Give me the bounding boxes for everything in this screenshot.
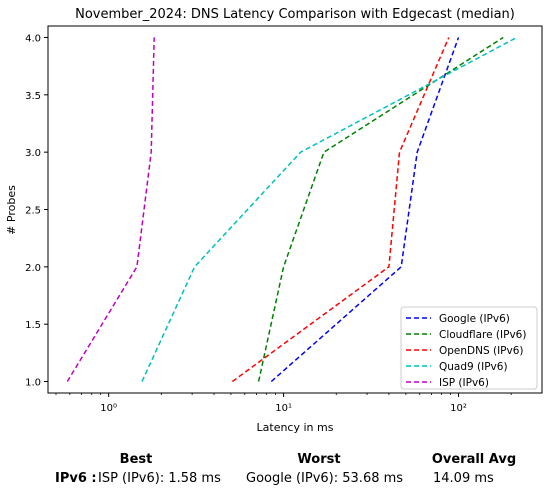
series-line-4 [141, 36, 518, 382]
y-tick-label: 1.0 [25, 378, 41, 389]
legend-label: Cloudflare (IPv6) [439, 329, 526, 341]
y-tick-label: 3.0 [25, 148, 41, 159]
x-tick-label: 10² [450, 403, 467, 414]
best-header: Best [119, 452, 153, 467]
overall-avg-value: 14.09 ms [433, 471, 494, 486]
chart-title: November_2024: DNS Latency Comparison wi… [75, 7, 515, 22]
y-tick-label: 1.5 [25, 320, 41, 331]
y-tick-label: 4.0 [25, 33, 41, 44]
legend: Google (IPv6) Cloudflare (IPv6) OpenDNS (I… [400, 306, 538, 390]
x-axis-label: Latency in ms [257, 421, 334, 434]
legend-label: Quad9 (IPv6) [439, 361, 508, 373]
x-tick-label: 10⁰ [100, 403, 117, 414]
legend-label: ISP (IPv6) [439, 377, 489, 389]
plot-frame [47, 25, 543, 394]
y-axis-label: # Probes [5, 185, 18, 235]
series-line-3 [231, 37, 450, 383]
series-line-2 [257, 36, 504, 382]
y-tick-label: 2.5 [25, 206, 41, 217]
legend-box [400, 306, 538, 390]
y-tick-label: 3.5 [25, 91, 41, 102]
ipv6-row-label: IPv6 : [55, 471, 97, 486]
overall-avg-header: Overall Avg [431, 452, 517, 467]
legend-label: OpenDNS (IPv6) [439, 345, 524, 357]
series-line-5 [66, 37, 155, 382]
x-tick-label: 10¹ [275, 403, 292, 414]
y-tick-label: 2.0 [25, 263, 41, 274]
worst-header: Worst [297, 452, 341, 467]
worst-value: Google (IPv6): 53.68 ms [246, 471, 404, 486]
best-value: ISP (IPv6): 1.58 ms [98, 471, 221, 486]
legend-label: Google (IPv6) [439, 313, 510, 325]
